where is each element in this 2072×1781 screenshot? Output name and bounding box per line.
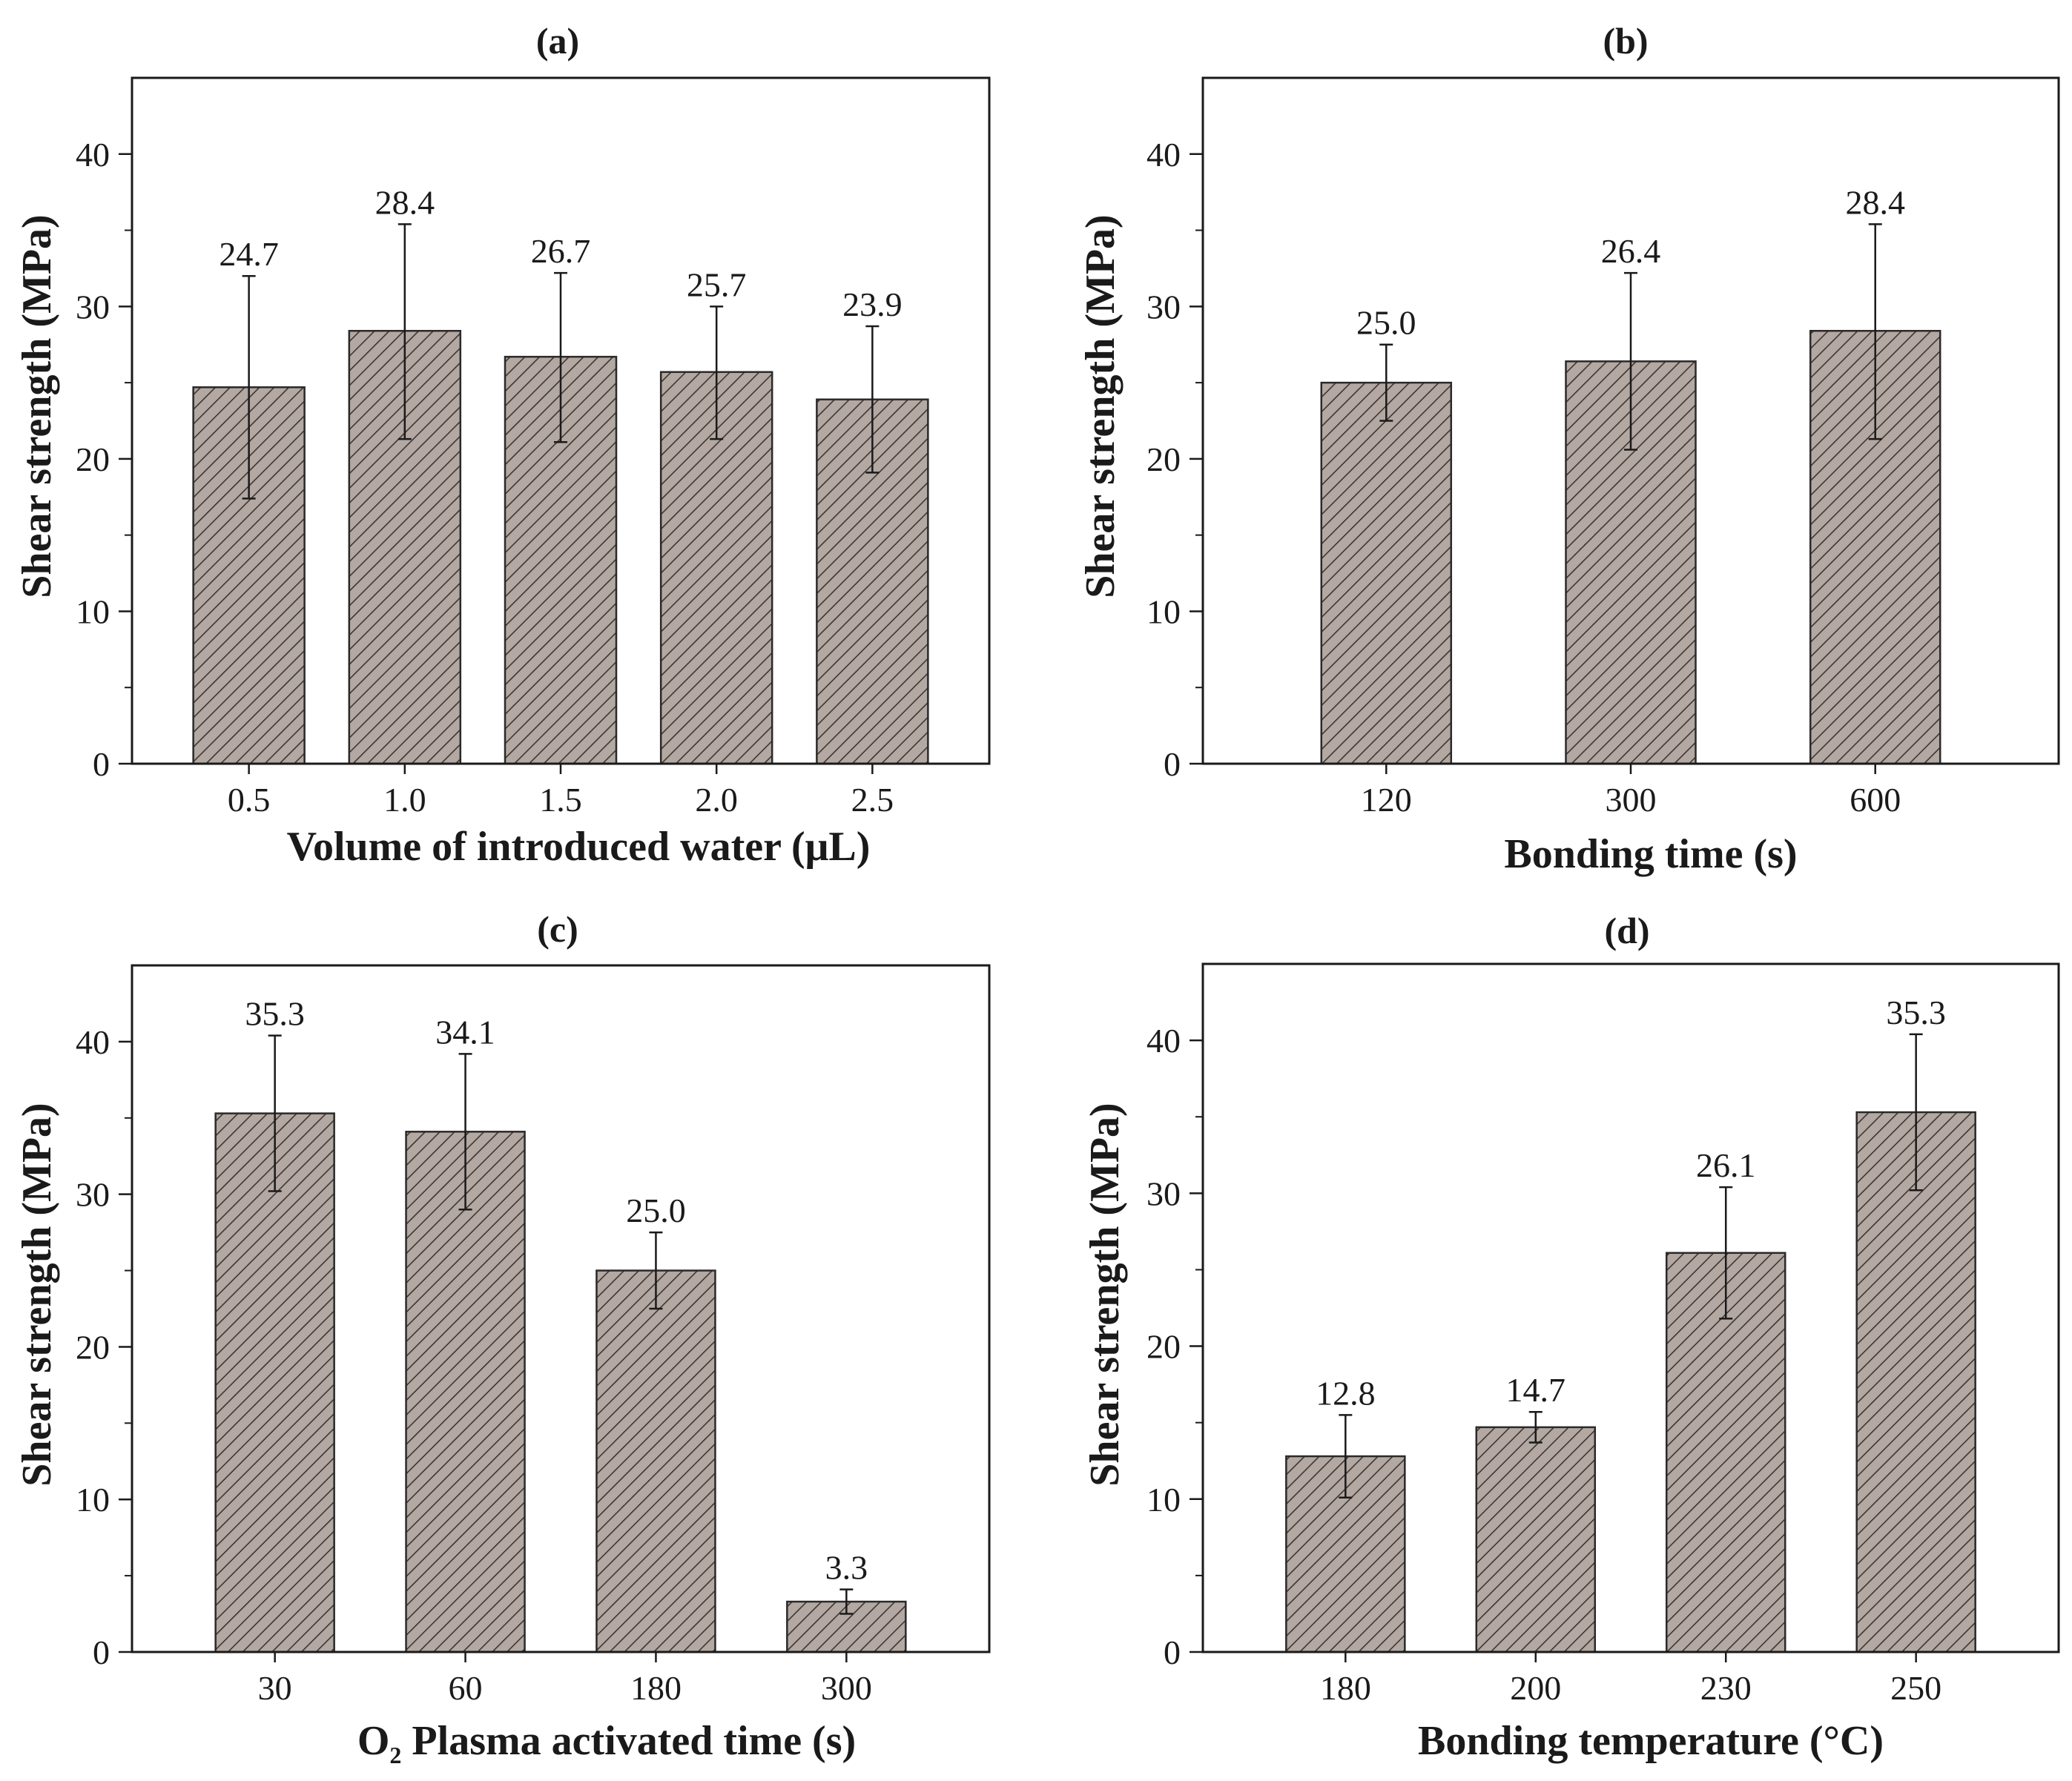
data-label: 28.4 [1845, 183, 1905, 221]
y-tick-label: 30 [1146, 1174, 1181, 1212]
x-tick-label: 0.5 [228, 781, 271, 819]
panel-title: (b) [1603, 20, 1648, 62]
panel-b: (b) Bonding time (s) Shear strength (MPa… [1078, 20, 2060, 877]
bar [1855, 1111, 1976, 1653]
x-axis-label-subscript: 2 [389, 1742, 401, 1768]
data-label: 35.3 [245, 995, 305, 1033]
y-axis-label: Shear strength (MPa) [1082, 1103, 1128, 1486]
x-tick-label: 60 [449, 1669, 483, 1707]
x-tick-label: 1.5 [539, 781, 582, 819]
y-tick-label: 10 [1146, 1481, 1181, 1519]
bar [405, 1131, 526, 1653]
data-label: 26.1 [1696, 1146, 1756, 1184]
y-tick-label: 20 [76, 1328, 110, 1366]
panel-title: (c) [537, 908, 578, 950]
x-axis-label-rest: Plasma activated time (s) [401, 1718, 856, 1764]
y-axis-label: Shear strength (MPa) [14, 214, 60, 598]
data-label: 26.4 [1601, 232, 1661, 270]
bar [1475, 1426, 1597, 1653]
data-label: 34.1 [435, 1013, 495, 1051]
y-axis-label: Shear strength (MPa) [1078, 214, 1124, 598]
x-tick-label: 250 [1890, 1669, 1941, 1707]
x-tick-label: 120 [1361, 781, 1412, 819]
y-tick-label: 20 [1146, 1328, 1181, 1366]
x-axis-label: Bonding time (s) [1504, 831, 1797, 877]
data-label: 26.7 [531, 232, 591, 270]
x-axis-label: Bonding temperature (°C) [1418, 1718, 1884, 1764]
panel-a: (a) Volume of introduced water (μL) Shea… [14, 20, 991, 870]
x-axis-label-main: O [357, 1718, 390, 1764]
x-tick-label: 2.0 [695, 781, 738, 819]
data-label: 14.7 [1506, 1371, 1566, 1409]
y-tick-label: 40 [1146, 1022, 1181, 1060]
y-axis-label: Shear strength (MPa) [14, 1103, 60, 1486]
data-label: 12.8 [1316, 1374, 1376, 1412]
y-tick-label: 30 [76, 1176, 110, 1214]
y-tick-label: 40 [76, 1023, 110, 1061]
panel-c: (c) O2 Plasma activated time (s) Shear s… [14, 908, 991, 1768]
x-tick-label: 30 [258, 1669, 292, 1707]
x-tick-label: 600 [1850, 781, 1901, 819]
data-label: 25.0 [1356, 304, 1416, 342]
y-tick-label: 30 [76, 288, 110, 326]
y-tick-label: 30 [1146, 288, 1181, 326]
panel-title: (a) [536, 20, 579, 62]
data-label: 28.4 [375, 183, 435, 221]
x-tick-label: 200 [1510, 1669, 1561, 1707]
panel-title: (d) [1604, 910, 1649, 951]
x-tick-label: 180 [630, 1669, 682, 1707]
y-tick-label: 0 [93, 745, 110, 783]
x-tick-label: 230 [1700, 1669, 1752, 1707]
y-tick-label: 40 [1146, 136, 1181, 174]
data-label: 3.3 [825, 1549, 868, 1587]
x-tick-label: 180 [1320, 1669, 1371, 1707]
plot-frame [1201, 962, 2060, 1653]
data-label: 24.7 [219, 235, 279, 273]
y-tick-label: 20 [76, 440, 110, 478]
data-label: 23.9 [842, 285, 903, 323]
y-tick-label: 10 [1146, 592, 1181, 630]
plot-frame [131, 76, 991, 765]
bar [1320, 381, 1453, 765]
x-tick-label: 1.0 [383, 781, 426, 819]
bar [214, 1112, 335, 1653]
plot-frame [1201, 76, 2060, 765]
data-label: 35.3 [1886, 994, 1946, 1031]
y-tick-label: 0 [1164, 745, 1181, 783]
y-tick-label: 10 [76, 1481, 110, 1519]
y-tick-label: 20 [1146, 440, 1181, 478]
data-label: 25.0 [626, 1192, 686, 1229]
x-tick-label: 2.5 [851, 781, 894, 819]
y-tick-label: 40 [76, 136, 110, 174]
x-tick-label: 300 [1606, 781, 1657, 819]
panel-d: (d) Bonding temperature (°C) Shear stren… [1082, 910, 2060, 1764]
y-tick-label: 0 [1164, 1633, 1181, 1671]
x-tick-label: 300 [821, 1669, 872, 1707]
y-tick-label: 0 [93, 1633, 110, 1671]
data-label: 25.7 [687, 265, 747, 303]
x-axis-label: O2 Plasma activated time (s) [357, 1718, 856, 1768]
x-axis-label: Volume of introduced water (μL) [287, 824, 871, 870]
y-tick-label: 10 [76, 592, 110, 630]
bar [595, 1269, 716, 1653]
plot-frame [131, 964, 991, 1653]
